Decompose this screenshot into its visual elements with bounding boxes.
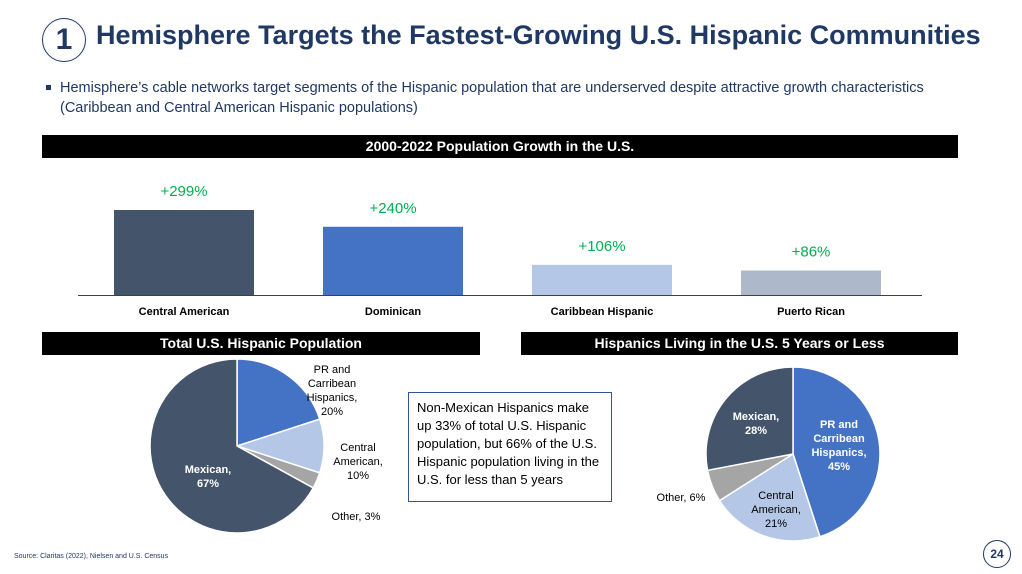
bar-chart-title: 2000-2022 Population Growth in the U.S. (42, 135, 958, 158)
bar (741, 270, 881, 295)
bar-data-label: +299% (160, 183, 207, 200)
bar-category-label: Central American (138, 306, 230, 318)
bar-data-label: +86% (792, 244, 831, 261)
bullet-text: Hemisphere’s cable networks target segme… (46, 78, 960, 118)
pie-slice (149, 358, 315, 534)
pie-slice (705, 366, 794, 472)
bar (532, 264, 672, 295)
pie-slice (236, 358, 321, 448)
bar (114, 210, 254, 295)
pie1-label-central: Central American, 10% (333, 442, 383, 482)
page-number: 24 (983, 540, 1011, 568)
pie1-label-mexican: Mexican, 67% (184, 464, 232, 490)
source-note: Source: Claritas (2022), Nielsen and U.S… (14, 553, 169, 560)
pie1-label-pr: PR and Carribean Hispanics, 20% (306, 364, 358, 418)
pie-slice (718, 452, 821, 542)
bar-category-label: Puerto Rican (777, 306, 845, 318)
bar-data-label: +240% (369, 200, 416, 217)
bar-category-label: Caribbean Hispanic (550, 306, 654, 318)
pie-slice (792, 366, 881, 538)
section-number-badge: 1 (42, 18, 86, 62)
pie2-label-other: Other, 6% (656, 492, 706, 504)
callout-note: Non-Mexican Hispanics make up 33% of tot… (408, 392, 612, 502)
pie2-title: Hispanics Living in the U.S. 5 Years or … (521, 332, 958, 355)
pie1-title: Total U.S. Hispanic Population (42, 332, 480, 355)
pie2-label-central: Central American, 21% (751, 490, 801, 530)
pie2-label-mexican: Mexican, 28% (732, 411, 780, 437)
pie1-label-other: Other, 3% (331, 511, 381, 523)
pie2-label-pr: PR and Carribean Hispanics, 45% (811, 419, 867, 473)
bar (323, 226, 463, 295)
bar-data-label: +106% (578, 238, 625, 255)
bar-category-label: Dominican (364, 306, 422, 318)
slide-title: Hemisphere Targets the Fastest-Growing U… (96, 20, 981, 50)
